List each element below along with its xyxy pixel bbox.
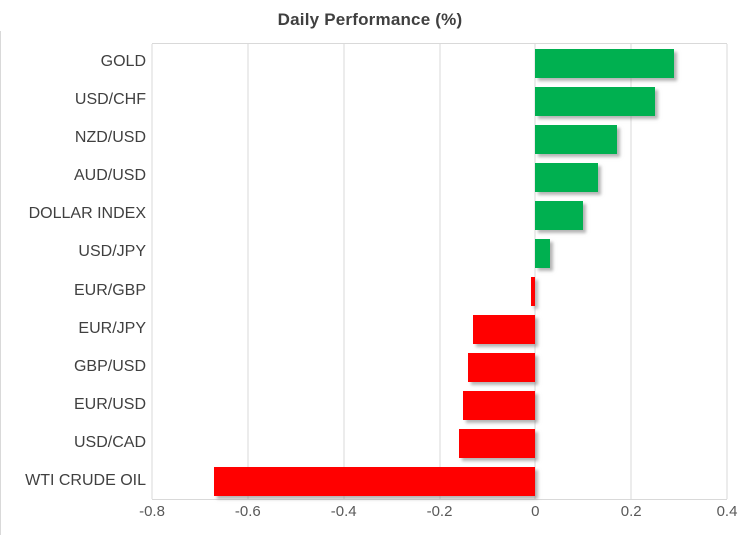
category-label: GOLD [100, 53, 146, 71]
category-axis: GOLD USD/CHF NZD/USD AUD/USD DOLLAR INDEX USD… [0, 43, 146, 500]
plot-area [151, 43, 728, 500]
chart-left-border [0, 31, 1, 535]
gridline [343, 44, 345, 499]
x-tick-label: -0.6 [234, 503, 261, 520]
bar-dollar-index [535, 200, 584, 230]
x-tick-label: -0.4 [330, 503, 357, 520]
category-label: GBP/USD [73, 357, 146, 375]
category-label: USD/CHF [74, 91, 146, 109]
bar-usd-jpy [535, 238, 550, 268]
bar-eur-jpy [473, 315, 536, 345]
value-axis: -0.8 -0.6 -0.4 -0.2 0 0.2 0.4 [139, 503, 737, 527]
category-label: EUR/USD [73, 395, 146, 413]
category-label: USD/CAD [73, 433, 146, 451]
x-tick-label: -0.8 [139, 503, 165, 520]
category-label: USD/JPY [78, 243, 146, 261]
x-tick-label: 0 [531, 503, 540, 520]
category-label: NZD/USD [74, 129, 146, 147]
bar-wti-crude-oil [214, 467, 536, 497]
category-label: EUR/GBP [73, 281, 146, 299]
gridline [439, 44, 440, 499]
bar-aud-usd [535, 162, 598, 192]
bar-usd-cad [458, 429, 536, 459]
category-label: EUR/JPY [78, 319, 146, 337]
zero-axis-line [534, 44, 536, 499]
chart-title: Daily Performance (%) [277, 10, 463, 29]
gridline [247, 44, 249, 499]
gridline [151, 44, 153, 499]
bar-nzd-usd [535, 124, 617, 154]
category-label: WTI CRUDE OIL [25, 471, 146, 489]
gridline [726, 44, 728, 499]
category-label: AUD/USD [73, 167, 146, 185]
x-tick-label: 0.2 [620, 503, 642, 520]
x-tick-label: 0.4 [716, 503, 738, 520]
bar-eur-usd [463, 391, 536, 421]
bar-gold [535, 48, 675, 78]
category-label: DOLLAR INDEX [28, 205, 146, 223]
bar-eur-gbp [530, 277, 536, 307]
x-tick-label: -0.2 [426, 503, 453, 520]
bar-usd-chf [535, 86, 656, 116]
bar-gbp-usd [468, 353, 536, 383]
gridline [630, 44, 632, 499]
